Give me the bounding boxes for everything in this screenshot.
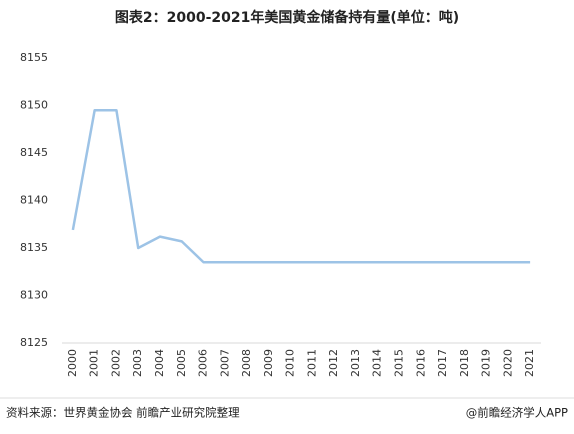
x-tick-label: 2010	[284, 349, 297, 377]
x-tick-label: 2020	[501, 349, 514, 377]
line	[71, 109, 531, 264]
x-tick-label: 2007	[218, 349, 231, 377]
credit: @前瞻经济学人APP	[466, 406, 568, 420]
x-tick-label: 2015	[392, 349, 405, 377]
x-tick-label: 2001	[88, 349, 101, 377]
x-tick-label: 2003	[131, 349, 144, 377]
x-tick-label: 2011	[305, 349, 318, 377]
y-tick-label: 8150	[20, 99, 48, 112]
x-tick-label: 2013	[349, 349, 362, 377]
x-tick-label: 2019	[480, 349, 493, 377]
y-tick-label: 8130	[20, 289, 48, 302]
x-tick-label: 2006	[197, 349, 210, 377]
x-tick-label: 2014	[371, 349, 384, 377]
x-tick-label: 2017	[436, 349, 449, 377]
y-tick-label: 8125	[20, 336, 48, 349]
x-tick-label: 2018	[458, 349, 471, 377]
y-tick-label: 8155	[20, 51, 48, 64]
x-tick-label: 2012	[327, 349, 340, 377]
x-tick-label: 2004	[153, 349, 166, 377]
x-tick-label: 2016	[414, 349, 427, 377]
source: 资料来源：世界黄金协会 前瞻产业研究院整理	[6, 406, 240, 420]
x-tick-label: 2021	[523, 349, 536, 377]
x-tick-label: 2005	[175, 349, 188, 377]
y-tick-label: 8135	[20, 241, 48, 254]
y-tick-label: 8145	[20, 146, 48, 159]
x-tick-label: 2002	[109, 349, 122, 377]
y-tick-label: 8140	[20, 194, 48, 207]
chart-title: 图表2：2000-2021年美国黄金储备持有量(单位：吨)	[115, 9, 459, 26]
x-tick-label: 2009	[262, 349, 275, 377]
x-tick-label: 2008	[240, 349, 253, 377]
x-tick-label: 2000	[66, 349, 79, 377]
